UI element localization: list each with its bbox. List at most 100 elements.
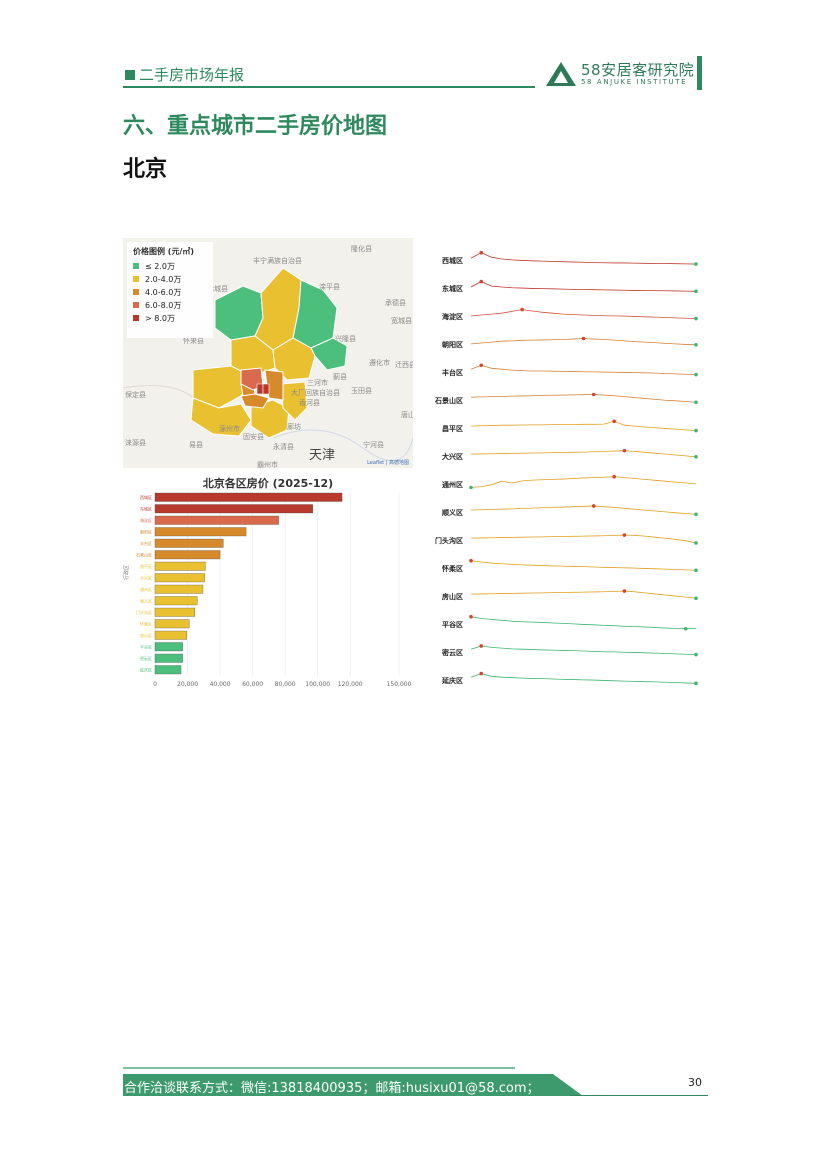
district-chaoyang[interactable] <box>264 369 284 401</box>
sparkline-min-dot <box>694 681 698 686</box>
sparkline-min-dot <box>694 400 698 405</box>
sparkline-max-dot <box>622 589 627 593</box>
sparkline-max-dot <box>469 614 473 619</box>
bar-category-label: 怀柔区 <box>140 620 152 626</box>
map-label: 玉田县 <box>351 387 372 395</box>
logo-triangle-icon <box>546 62 576 86</box>
district-yanqing[interactable] <box>214 285 264 341</box>
map-label: 兴隆县 <box>335 335 356 343</box>
bar[interactable] <box>154 596 198 606</box>
sparkline <box>470 560 697 571</box>
map-label: 三河市 <box>307 379 328 387</box>
sparkline-min-dot <box>694 568 698 573</box>
sparkline-max-dot <box>520 307 524 312</box>
footer-contact: 合作洽谈联系方式：微信:13818400935；邮箱:husixu01@58.c… <box>124 1081 540 1096</box>
map-label: 霸州市 <box>257 461 278 468</box>
bar-chart-svg: 0 20,000 40,000 60,000 80,000 100,000 120,000 1… <box>136 492 412 688</box>
bar[interactable] <box>154 561 206 571</box>
sparkline-max-dot <box>612 474 616 479</box>
map-attribution[interactable]: Leaflet | 高德地图 <box>367 460 409 466</box>
bar[interactable] <box>154 584 204 594</box>
map-label: 涿州市 <box>219 425 240 433</box>
bar-xtick-label: 40,000 <box>210 681 231 688</box>
bar[interactable] <box>154 492 343 502</box>
page-number: 30 <box>688 1076 702 1089</box>
bar[interactable] <box>154 619 190 629</box>
title-square-icon <box>125 70 135 80</box>
footer-rule-top <box>123 1067 515 1069</box>
bar[interactable] <box>154 538 224 548</box>
bar[interactable] <box>154 653 183 663</box>
legend-item: > 8.0万 <box>133 312 207 325</box>
sparkline-min-dot <box>694 289 698 294</box>
sparkline-label: 平谷区 <box>442 620 463 629</box>
sparkline-max-dot <box>581 336 586 341</box>
map-label: 保定县 <box>125 391 146 399</box>
map-label: 永清县 <box>273 443 294 451</box>
bar[interactable] <box>154 607 196 617</box>
district-shunyi[interactable] <box>272 337 316 381</box>
legend-swatch <box>133 276 139 282</box>
map-label: 宁河县 <box>363 441 384 449</box>
sparkline-label: 朝阳区 <box>442 340 463 349</box>
sparkline-max-dot <box>622 533 627 537</box>
district-fangshan[interactable] <box>190 397 252 437</box>
bar[interactable] <box>154 527 247 537</box>
sparkline-max-dot <box>479 250 484 255</box>
bar[interactable] <box>154 642 183 652</box>
sparkline-min-dot <box>694 596 698 601</box>
legend-item: ≤ 2.0万 <box>133 260 207 273</box>
district-xicheng[interactable] <box>256 383 264 395</box>
sparkline <box>470 309 697 319</box>
bar-xtick-label: 100,000 <box>305 681 330 688</box>
sparkline <box>470 252 697 265</box>
bar[interactable] <box>154 515 279 525</box>
sparkline-max-dot <box>479 644 484 648</box>
map-label: 香河县 <box>299 399 320 407</box>
sparkline-label: 海淀区 <box>442 312 463 321</box>
map-label: 遵化市 <box>369 359 390 367</box>
bar-category-label: 通州区 <box>140 586 152 592</box>
footer-rule <box>570 1095 708 1096</box>
bar-category-label: 西城区 <box>140 494 152 500</box>
legend-item: 4.0-6.0万 <box>133 286 207 299</box>
bar-category-label: 朝阳区 <box>140 528 152 534</box>
bar[interactable] <box>154 573 205 583</box>
bar[interactable] <box>154 504 313 514</box>
sparkline <box>470 420 697 431</box>
district-daxing[interactable] <box>250 399 290 439</box>
bar-chart-title: 北京各区房价 (2025-12) <box>202 477 334 490</box>
district-tongzhou[interactable] <box>280 381 308 421</box>
legend-label: 2.0-4.0万 <box>145 275 182 284</box>
bar[interactable] <box>154 665 182 675</box>
bar-category-label: 大兴区 <box>140 574 152 580</box>
map-label: 滦平县 <box>319 283 340 291</box>
header-rule <box>123 86 535 88</box>
sparkline-max-dot <box>612 419 616 424</box>
district-fengtai[interactable] <box>240 393 270 409</box>
map-label: 宽城县 <box>391 317 412 325</box>
map-label: 唐山 <box>401 411 413 419</box>
section-title: 六、重点城市二手房价地图 <box>123 114 388 139</box>
sparkline-max-dot <box>479 363 484 368</box>
sparkline-min-dot <box>694 455 698 459</box>
bar-category-label: 丰台区 <box>140 540 152 546</box>
sparkline-label: 延庆区 <box>441 676 463 685</box>
bar[interactable] <box>154 630 187 640</box>
sparkline <box>470 281 697 292</box>
bar[interactable] <box>154 550 221 560</box>
bar-category-label: 海淀区 <box>140 517 152 523</box>
bar-xtick-label: 60,000 <box>242 681 263 688</box>
sparkline-max-dot <box>479 279 484 284</box>
bar-category-label: 平谷区 <box>140 643 152 649</box>
report-title-text: 二手房市场年报 <box>139 66 245 84</box>
sparkline-label: 门头沟区 <box>435 536 463 545</box>
legend-label: 4.0-6.0万 <box>145 288 182 297</box>
legend-label: 6.0-8.0万 <box>145 301 182 310</box>
district-dongcheng[interactable] <box>262 383 270 395</box>
district-trend-sparklines: 西城区 东城区 海淀区 朝阳区 丰台区 石景山区 昌平区 大兴区 通州区 顺义区 门头沟区 怀柔区 房山… <box>413 238 703 698</box>
price-map[interactable]: 隆化县 丰宁满族自治县 赤城县 滦平县 承德县 宽城县 怀来县 兴隆县 迁西县 … <box>123 238 413 468</box>
sparkline <box>470 450 697 458</box>
bar-category-label: 顺义区 <box>140 597 152 603</box>
sparkline-label: 西城区 <box>442 256 463 265</box>
